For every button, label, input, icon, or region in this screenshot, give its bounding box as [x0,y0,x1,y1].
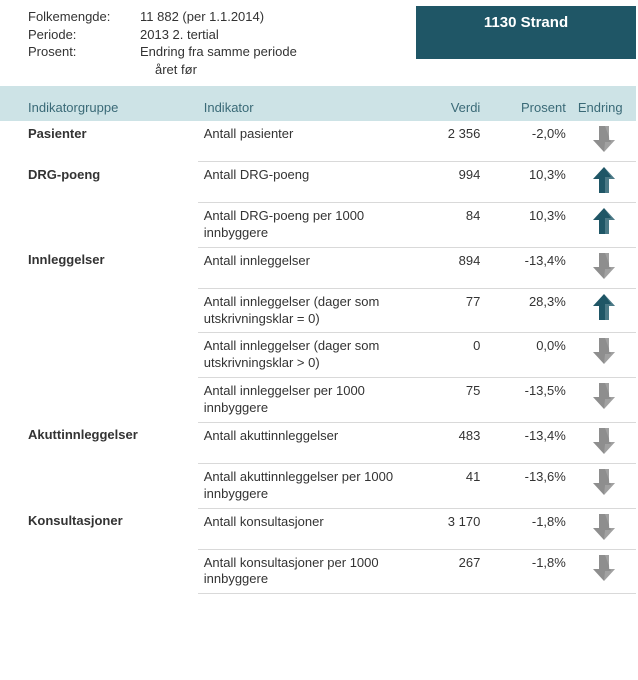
percent-cell: -1,8% [486,549,572,594]
meta-label-prosent: Prosent: [28,43,140,61]
group-cell: Pasienter [0,121,198,161]
value-cell: 483 [412,422,487,463]
group-cell: Konsultasjoner [0,508,198,549]
value-cell: 84 [412,202,487,247]
table-row: Antall akuttinnleggelser per 1000 innbyg… [0,463,636,508]
value-cell: 2 356 [412,121,487,161]
indicator-cell: Antall DRG-poeng per 1000 innbyggere [198,202,412,247]
group-cell [0,202,198,247]
value-cell: 3 170 [412,508,487,549]
meta-value-periode: 2013 2. tertial [140,26,219,44]
table-row: Antall konsultasjoner per 1000 innbygger… [0,549,636,594]
group-cell: Innleggelser [0,247,198,288]
percent-cell: 10,3% [486,202,572,247]
col-header-indicator: Indikator [198,86,412,121]
indicator-cell: Antall akuttinnleggelser [198,422,412,463]
indicator-table: Indikatorgruppe Indikator Verdi Prosent … [0,86,636,594]
group-cell: Akuttinnleggelser [0,422,198,463]
percent-cell: 10,3% [486,162,572,203]
group-cell [0,463,198,508]
meta-value-prosent-1: Endring fra samme periode [140,43,297,61]
value-cell: 267 [412,549,487,594]
percent-cell: -13,5% [486,378,572,423]
arrow-up-icon [572,162,636,203]
indicator-cell: Antall innleggelser (dager som utskrivni… [198,333,412,378]
arrow-down-icon [572,121,636,161]
group-cell [0,378,198,423]
value-cell: 75 [412,378,487,423]
table-row: Antall innleggelser (dager som utskrivni… [0,333,636,378]
col-header-value: Verdi [412,86,487,121]
value-cell: 77 [412,288,487,333]
indicator-cell: Antall konsultasjoner per 1000 innbygger… [198,549,412,594]
arrow-up-icon [572,202,636,247]
col-header-percent: Prosent [486,86,572,121]
percent-cell: -13,4% [486,247,572,288]
indicator-cell: Antall innleggelser per 1000 innbyggere [198,378,412,423]
value-cell: 894 [412,247,487,288]
percent-cell: -13,4% [486,422,572,463]
meta-label-folkemengde: Folkemengde: [28,8,140,26]
table-row: Antall innleggelser per 1000 innbyggere7… [0,378,636,423]
col-header-group: Indikatorgruppe [0,86,198,121]
percent-cell: -2,0% [486,121,572,161]
table-row: Antall innleggelser (dager som utskrivni… [0,288,636,333]
percent-cell: -1,8% [486,508,572,549]
group-cell: DRG-poeng [0,162,198,203]
table-row: Antall DRG-poeng per 1000 innbyggere8410… [0,202,636,247]
meta-label-periode: Periode: [28,26,140,44]
header-area: Folkemengde: 11 882 (per 1.1.2014) Perio… [0,0,638,78]
arrow-down-icon [572,549,636,594]
arrow-down-icon [572,422,636,463]
value-cell: 41 [412,463,487,508]
percent-cell: 0,0% [486,333,572,378]
table-row: KonsultasjonerAntall konsultasjoner3 170… [0,508,636,549]
arrow-down-icon [572,333,636,378]
indicator-cell: Antall innleggelser [198,247,412,288]
meta-value-prosent-2: året før [140,61,197,79]
table-row: PasienterAntall pasienter2 356-2,0% [0,121,636,161]
meta-block: Folkemengde: 11 882 (per 1.1.2014) Perio… [0,6,416,78]
arrow-down-icon [572,378,636,423]
col-header-change: Endring [572,86,636,121]
indicator-cell: Antall pasienter [198,121,412,161]
group-cell [0,549,198,594]
meta-value-folkemengde: 11 882 (per 1.1.2014) [140,8,264,26]
table-row: DRG-poengAntall DRG-poeng99410,3% [0,162,636,203]
indicator-cell: Antall innleggelser (dager som utskrivni… [198,288,412,333]
region-banner: 1130 Strand [416,6,636,59]
table-row: InnleggelserAntall innleggelser894-13,4% [0,247,636,288]
arrow-up-icon [572,288,636,333]
arrow-down-icon [572,247,636,288]
indicator-cell: Antall DRG-poeng [198,162,412,203]
group-cell [0,288,198,333]
arrow-down-icon [572,508,636,549]
table-row: AkuttinnleggelserAntall akuttinnleggelse… [0,422,636,463]
value-cell: 0 [412,333,487,378]
percent-cell: 28,3% [486,288,572,333]
value-cell: 994 [412,162,487,203]
indicator-cell: Antall akuttinnleggelser per 1000 innbyg… [198,463,412,508]
percent-cell: -13,6% [486,463,572,508]
group-cell [0,333,198,378]
arrow-down-icon [572,463,636,508]
indicator-cell: Antall konsultasjoner [198,508,412,549]
